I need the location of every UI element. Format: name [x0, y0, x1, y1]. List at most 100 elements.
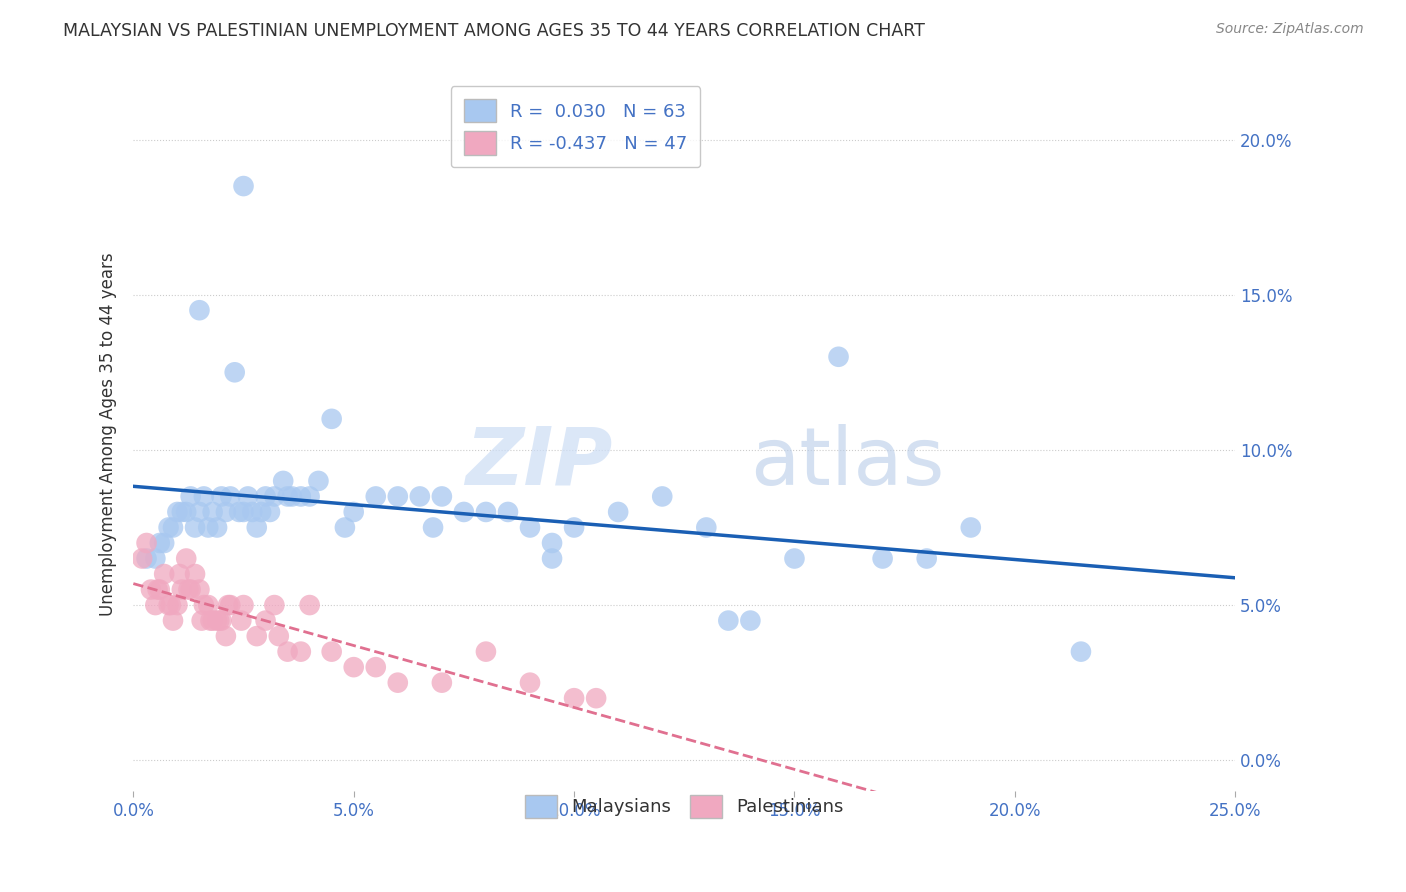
Point	[695, 520, 717, 534]
Point	[188, 505, 211, 519]
Point	[387, 675, 409, 690]
Point	[453, 505, 475, 519]
Point	[740, 614, 762, 628]
Point	[541, 551, 564, 566]
Point	[217, 598, 239, 612]
Point	[333, 520, 356, 534]
Point	[162, 614, 184, 628]
Point	[430, 490, 453, 504]
Point	[169, 567, 191, 582]
Point	[157, 598, 180, 612]
Point	[208, 614, 231, 628]
Point	[290, 490, 312, 504]
Point	[180, 490, 202, 504]
Point	[153, 567, 176, 582]
Point	[159, 598, 181, 612]
Point	[364, 660, 387, 674]
Point	[827, 350, 849, 364]
Point	[321, 645, 343, 659]
Point	[1070, 645, 1092, 659]
Point	[135, 536, 157, 550]
Point	[180, 582, 202, 597]
Point	[193, 598, 215, 612]
Point	[162, 520, 184, 534]
Point	[250, 505, 273, 519]
Point	[562, 691, 585, 706]
Point	[263, 598, 285, 612]
Point	[307, 474, 329, 488]
Point	[290, 645, 312, 659]
Point	[343, 660, 366, 674]
Point	[475, 505, 498, 519]
Point	[145, 598, 167, 612]
Point	[200, 614, 222, 628]
Point	[166, 598, 188, 612]
Point	[205, 520, 228, 534]
Text: MALAYSIAN VS PALESTINIAN UNEMPLOYMENT AMONG AGES 35 TO 44 YEARS CORRELATION CHAR: MALAYSIAN VS PALESTINIAN UNEMPLOYMENT AM…	[63, 22, 925, 40]
Point	[135, 551, 157, 566]
Point	[201, 505, 224, 519]
Point	[607, 505, 630, 519]
Point	[211, 614, 233, 628]
Point	[149, 536, 172, 550]
Point	[246, 629, 269, 643]
Point	[131, 551, 153, 566]
Point	[409, 490, 432, 504]
Point	[271, 474, 294, 488]
Point	[219, 490, 242, 504]
Point	[254, 490, 277, 504]
Point	[246, 520, 269, 534]
Point	[298, 598, 321, 612]
Point	[215, 629, 238, 643]
Point	[430, 675, 453, 690]
Point	[343, 505, 366, 519]
Point	[197, 520, 219, 534]
Point	[236, 490, 259, 504]
Point	[145, 551, 167, 566]
Point	[281, 490, 304, 504]
Point	[157, 520, 180, 534]
Point	[193, 490, 215, 504]
Point	[211, 490, 233, 504]
Text: Source: ZipAtlas.com: Source: ZipAtlas.com	[1216, 22, 1364, 37]
Point	[153, 536, 176, 550]
Point	[184, 520, 207, 534]
Y-axis label: Unemployment Among Ages 35 to 44 years: Unemployment Among Ages 35 to 44 years	[100, 252, 117, 616]
Point	[519, 520, 541, 534]
Point	[254, 614, 277, 628]
Point	[298, 490, 321, 504]
Point	[915, 551, 938, 566]
Point	[188, 303, 211, 318]
Point	[190, 614, 212, 628]
Point	[475, 645, 498, 659]
Point	[232, 505, 254, 519]
Text: atlas: atlas	[751, 424, 945, 502]
Point	[188, 582, 211, 597]
Point	[170, 505, 193, 519]
Point	[177, 582, 200, 597]
Point	[562, 520, 585, 534]
Point	[259, 505, 281, 519]
Point	[174, 505, 197, 519]
Point	[197, 598, 219, 612]
Point	[139, 582, 162, 597]
Point	[166, 505, 188, 519]
Point	[215, 505, 238, 519]
Point	[364, 490, 387, 504]
Point	[783, 551, 806, 566]
Point	[277, 490, 299, 504]
Point	[872, 551, 894, 566]
Point	[496, 505, 519, 519]
Point	[717, 614, 740, 628]
Point	[232, 598, 254, 612]
Point	[170, 582, 193, 597]
Point	[263, 490, 285, 504]
Legend: Malaysians, Palestinians: Malaysians, Palestinians	[517, 788, 851, 825]
Point	[541, 536, 564, 550]
Point	[959, 520, 981, 534]
Point	[240, 505, 263, 519]
Point	[224, 365, 246, 379]
Point	[174, 551, 197, 566]
Point	[267, 629, 290, 643]
Point	[201, 614, 224, 628]
